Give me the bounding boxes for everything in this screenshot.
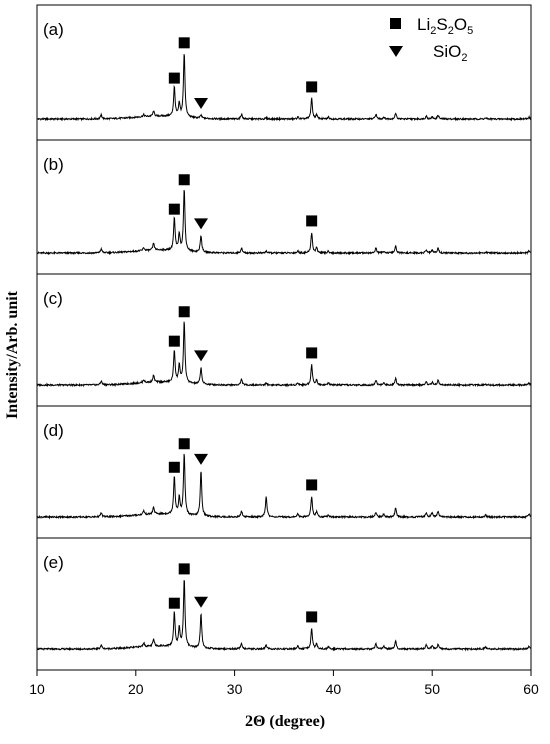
x-tick-label: 20 xyxy=(128,681,144,697)
x-tick-label: 10 xyxy=(29,681,45,697)
x-tick-label: 30 xyxy=(227,681,243,697)
marker-square xyxy=(178,37,190,49)
marker-square xyxy=(306,215,318,227)
marker-square xyxy=(306,81,318,93)
xrd-trace-e xyxy=(36,580,532,652)
panel-label: (d) xyxy=(43,421,64,440)
x-tick-label: 40 xyxy=(326,681,342,697)
xrd-trace-d xyxy=(36,453,532,520)
legend-triangle-marker xyxy=(389,46,403,57)
panel-frame xyxy=(36,139,532,275)
marker-square xyxy=(168,461,180,473)
panel-frame xyxy=(36,273,532,407)
panel-d: (d) xyxy=(36,405,532,539)
panel-frame xyxy=(36,537,532,671)
panel-label: (c) xyxy=(43,289,63,308)
x-axis-title: 2Θ (degree) xyxy=(245,713,325,730)
x-axis: 10 20 30 40 50 60 xyxy=(29,670,539,697)
panels-layer: (a) (b) (c) (d) (e) xyxy=(36,4,532,671)
legend-label-sio2: SiO2 xyxy=(433,42,467,64)
marker-square xyxy=(178,438,190,450)
marker-square xyxy=(306,611,318,623)
xrd-trace-a xyxy=(36,54,532,122)
marker-square xyxy=(168,597,180,609)
marker-triangle-down xyxy=(194,350,209,362)
marker-triangle-down xyxy=(194,218,209,230)
x-tick-label: 60 xyxy=(523,681,539,697)
marker-square xyxy=(168,335,180,347)
panel-e: (e) xyxy=(36,537,532,671)
panel-b: (b) xyxy=(36,139,532,275)
xrd-trace-b xyxy=(36,189,532,256)
panel-label: (b) xyxy=(43,155,64,174)
xrd-trace-c xyxy=(36,321,532,388)
marker-triangle-down xyxy=(194,453,209,465)
panel-c: (c) xyxy=(36,273,532,407)
marker-square xyxy=(178,174,190,186)
marker-square xyxy=(178,306,190,318)
legend: Li2S2O5 SiO2 xyxy=(389,15,473,64)
x-tick-label: 50 xyxy=(424,681,440,697)
marker-triangle-down xyxy=(194,596,209,608)
panel-frame xyxy=(36,405,532,539)
y-axis-title: Intensity/Arb. unit xyxy=(4,290,21,419)
marker-square xyxy=(168,203,180,215)
panel-label: (a) xyxy=(43,20,64,39)
legend-square-marker xyxy=(390,18,401,29)
marker-square xyxy=(178,563,190,575)
marker-square xyxy=(306,347,318,359)
marker-square xyxy=(306,479,318,491)
marker-square xyxy=(168,72,180,84)
marker-triangle-down xyxy=(194,98,209,110)
legend-label-li2s2o5: Li2S2O5 xyxy=(417,15,473,37)
panel-label: (e) xyxy=(43,553,64,572)
